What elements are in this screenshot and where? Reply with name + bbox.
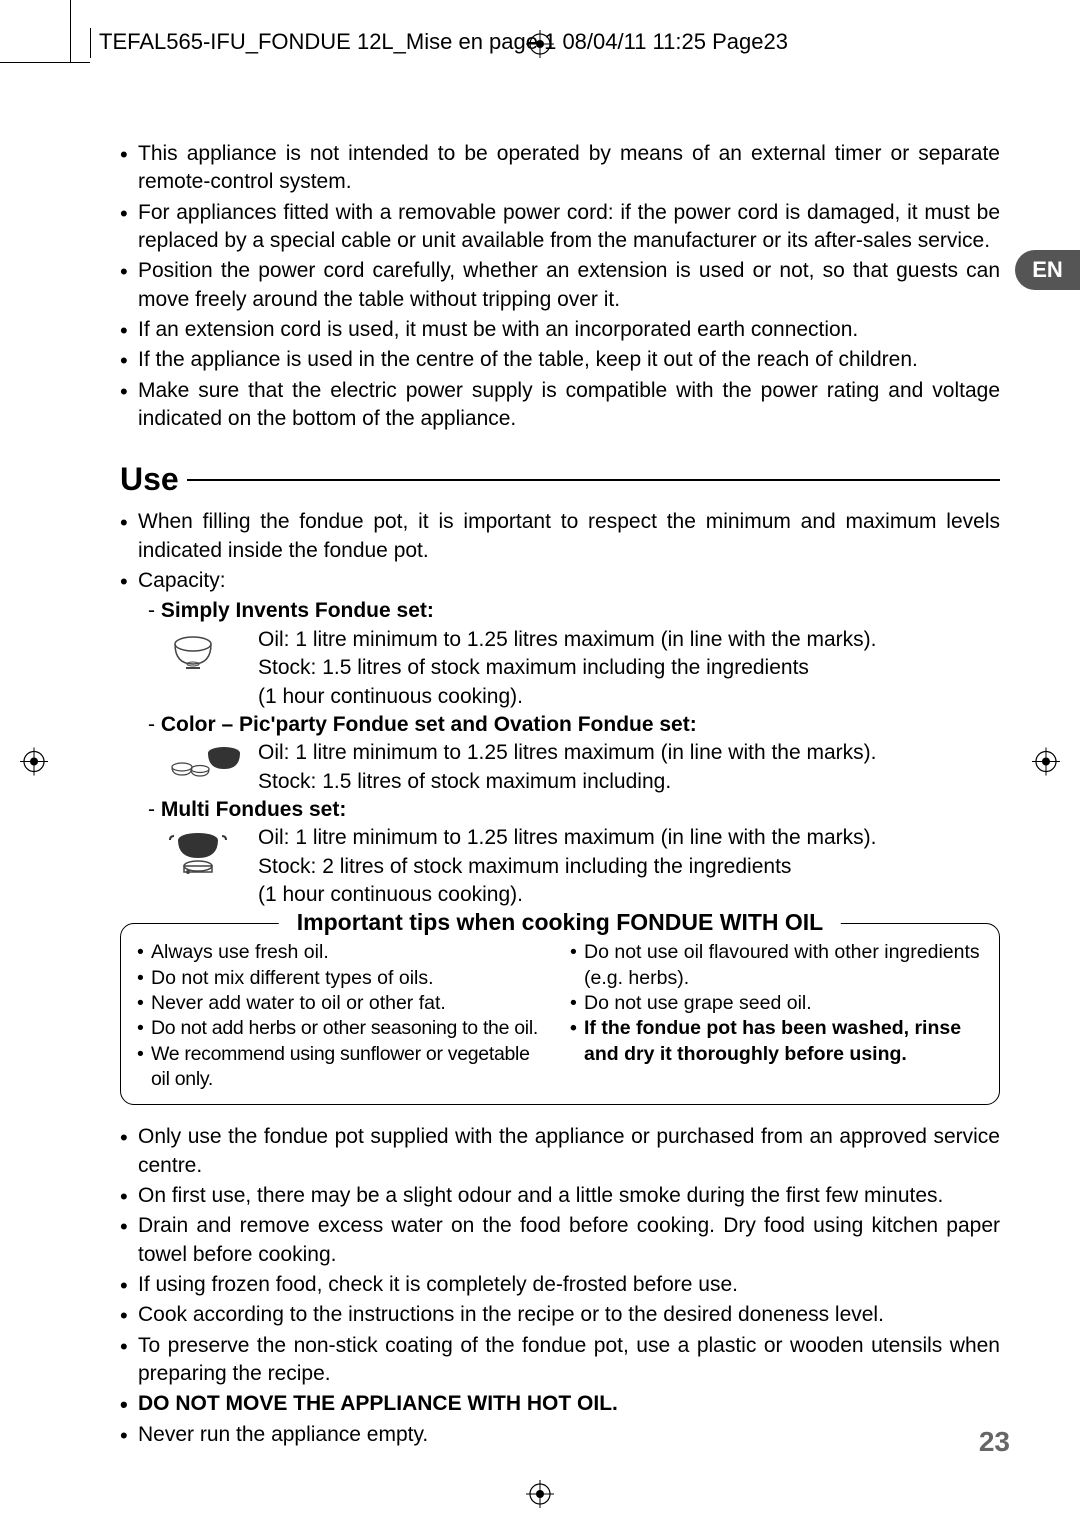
detail-line: Stock: 1.5 litres of stock maximum inclu… — [258, 654, 1000, 682]
page-content: This appliance is not intended to be ope… — [120, 140, 1000, 1451]
tip-item: Do not use grape seed oil. — [570, 991, 983, 1016]
page-header: TEFAL565-IFU_FONDUE 12L_Mise en page 1 0… — [90, 28, 788, 58]
list-item: If using frozen food, check it is comple… — [120, 1271, 1000, 1299]
set-heading: - Color – Pic'party Fondue set and Ovati… — [120, 711, 1000, 739]
tip-item: Do not mix different types of oils. — [137, 966, 550, 991]
list-item: On first use, there may be a slight odou… — [120, 1182, 1000, 1210]
tips-box: Important tips when cooking FONDUE WITH … — [120, 923, 1000, 1105]
list-item: Make sure that the electric power supply… — [120, 377, 1000, 434]
list-item: Never run the appliance empty. — [120, 1421, 1000, 1449]
language-tab: EN — [1015, 250, 1080, 290]
section-heading-use: Use — [120, 461, 1000, 498]
list-item: Position the power cord carefully, wheth… — [120, 257, 1000, 314]
header-text: TEFAL565-IFU_FONDUE 12L_Mise en page 1 0… — [99, 29, 788, 54]
set-detail: Oil: 1 litre minimum to 1.25 litres maxi… — [120, 824, 1000, 909]
set-label: Color – Pic'party Fondue set and Ovation… — [161, 713, 697, 736]
tips-title-text: Important tips when cooking FONDUE WITH … — [297, 909, 823, 935]
list-item: Only use the fondue pot supplied with th… — [120, 1123, 1000, 1180]
tip-item: Always use fresh oil. — [137, 940, 550, 965]
registration-mark-icon — [526, 1480, 554, 1513]
tip-item-bold: If the fondue pot has been washed, rinse… — [570, 1016, 983, 1067]
tip-item: Do not add herbs or other seasoning to t… — [137, 1016, 550, 1041]
detail-line: Stock: 1.5 litres of stock maximum inclu… — [258, 768, 1000, 796]
detail-line: Oil: 1 litre minimum to 1.25 litres maxi… — [258, 739, 1000, 767]
page-number: 23 — [979, 1426, 1010, 1458]
registration-mark-icon — [1032, 748, 1060, 781]
set-detail: Oil: 1 litre minimum to 1.25 litres maxi… — [120, 739, 1000, 796]
tip-item: Do not use oil flavoured with other ingr… — [570, 940, 983, 991]
detail-line: (1 hour continuous cooking). — [258, 683, 1000, 711]
set-label: Simply Invents Fondue set: — [161, 599, 434, 622]
list-item: If the appliance is used in the centre o… — [120, 346, 1000, 374]
detail-line: (1 hour continuous cooking). — [258, 881, 1000, 909]
registration-mark-icon — [20, 748, 48, 781]
list-item: This appliance is not intended to be ope… — [120, 140, 1000, 197]
set-heading: - Multi Fondues set: — [120, 796, 1000, 824]
heading-rule — [187, 479, 1000, 481]
list-item-bold: DO NOT MOVE THE APPLIANCE WITH HOT OIL. — [120, 1390, 1000, 1418]
heading-text: Use — [120, 461, 179, 498]
list-item: To preserve the non-stick coating of the… — [120, 1332, 1000, 1389]
list-item: Drain and remove excess water on the foo… — [120, 1212, 1000, 1269]
list-item: Capacity: — [120, 567, 1000, 595]
set-label: Multi Fondues set: — [161, 798, 347, 821]
pot-cups-icon — [168, 739, 246, 787]
set-heading: - Simply Invents Fondue set: — [120, 597, 1000, 625]
tip-item: Never add water to oil or other fat. — [137, 991, 550, 1016]
list-item: Cook according to the instructions in th… — [120, 1301, 1000, 1329]
list-item: For appliances fitted with a removable p… — [120, 199, 1000, 256]
intro-list: This appliance is not intended to be ope… — [120, 140, 1000, 433]
detail-line: Oil: 1 litre minimum to 1.25 litres maxi… — [258, 824, 1000, 852]
pot-base-icon — [168, 824, 246, 886]
tips-col-right: Do not use oil flavoured with other ingr… — [570, 940, 983, 1092]
list-item: If an extension cord is used, it must be… — [120, 316, 1000, 344]
footer-list: Only use the fondue pot supplied with th… — [120, 1123, 1000, 1449]
list-item: When filling the fondue pot, it is impor… — [120, 508, 1000, 565]
pot-icon — [168, 626, 246, 682]
set-detail: Oil: 1 litre minimum to 1.25 litres maxi… — [120, 626, 1000, 711]
detail-line: Oil: 1 litre minimum to 1.25 litres maxi… — [258, 626, 1000, 654]
tip-item: We recommend using sunflower or vegetabl… — [137, 1042, 550, 1093]
use-list: When filling the fondue pot, it is impor… — [120, 508, 1000, 595]
detail-line: Stock: 2 litres of stock maximum includi… — [258, 853, 1000, 881]
tips-title: Important tips when cooking FONDUE WITH … — [279, 909, 841, 936]
tips-col-left: Always use fresh oil. Do not mix differe… — [137, 940, 550, 1092]
